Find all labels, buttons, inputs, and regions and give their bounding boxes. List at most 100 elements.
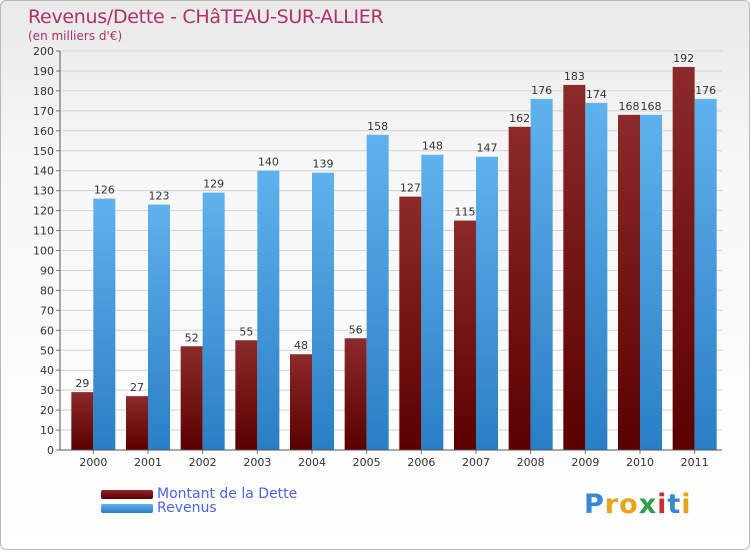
chart-title: Revenus/Dette - CHâTEAU-SUR-ALLIER xyxy=(28,6,384,28)
bar-revenus-2011 xyxy=(694,98,717,450)
x-tick-label: 2009 xyxy=(571,456,599,469)
legend-label-dette: Montant de la Dette xyxy=(157,486,298,502)
legend-swatch-revenus xyxy=(101,504,153,513)
x-tick-label: 2011 xyxy=(681,456,709,469)
bars: 29 126 27 123 52 129 55 140 48 139 56 158 127 148 115 1… xyxy=(71,52,717,451)
data-label: 27 xyxy=(130,381,144,394)
data-label: 115 xyxy=(455,206,476,219)
bar-revenus-2001 xyxy=(148,204,170,450)
y-tick-label: 0 xyxy=(47,444,54,457)
y-tick-label: 170 xyxy=(33,105,54,118)
data-label: 140 xyxy=(258,156,279,169)
bar-dette-2004 xyxy=(290,354,312,450)
bar-dette-2011 xyxy=(672,66,695,451)
bar-revenus-2006 xyxy=(421,154,444,451)
y-tick-label: 90 xyxy=(40,264,54,277)
data-label: 147 xyxy=(477,142,498,155)
y-tick-label: 100 xyxy=(33,245,54,258)
bar-dette-2001 xyxy=(126,396,148,450)
bar-dette-2010 xyxy=(618,114,640,450)
data-label: 127 xyxy=(400,182,421,195)
x-tick-label: 2002 xyxy=(189,456,217,469)
y-tick-label: 30 xyxy=(40,384,54,397)
y-tick-label: 200 xyxy=(33,45,54,58)
bar-dette-2005 xyxy=(344,338,367,450)
bar-revenus-2007 xyxy=(476,156,498,451)
y-tick-label: 60 xyxy=(40,324,54,337)
bar-revenus-2002 xyxy=(202,192,225,450)
bar-dette-2000 xyxy=(71,392,94,450)
proxiti-logo: Proxiti xyxy=(584,489,692,520)
logo-letter: r xyxy=(604,489,620,520)
legend-label-revenus: Revenus xyxy=(157,500,217,516)
bar-dette-2003 xyxy=(235,340,258,450)
logo-letter: o xyxy=(619,489,639,520)
data-label: 148 xyxy=(422,140,443,153)
data-label: 129 xyxy=(203,178,224,191)
logo-letter: i xyxy=(681,489,692,520)
y-tick-label: 140 xyxy=(33,165,54,178)
data-label: 126 xyxy=(94,184,115,197)
data-label: 29 xyxy=(75,377,89,390)
chart-subtitle: (en milliers d'€) xyxy=(28,29,123,43)
data-label: 168 xyxy=(619,100,640,113)
y-tick-label: 20 xyxy=(40,404,54,417)
bar-dette-2006 xyxy=(399,196,422,450)
x-tick-label: 2008 xyxy=(517,456,545,469)
data-label: 176 xyxy=(695,84,716,97)
bar-revenus-2005 xyxy=(366,134,389,451)
x-tick-label: 2000 xyxy=(79,456,107,469)
data-label: 168 xyxy=(641,100,662,113)
y-tick-label: 130 xyxy=(33,185,54,198)
data-label: 176 xyxy=(531,84,552,97)
bar-revenus-2009 xyxy=(585,102,608,451)
bar-revenus-2004 xyxy=(312,172,334,450)
logo-letter: i xyxy=(657,489,668,520)
y-tick-label: 150 xyxy=(33,145,54,158)
logo-letter: t xyxy=(667,489,682,520)
data-label: 123 xyxy=(149,190,170,203)
data-label: 162 xyxy=(509,112,530,125)
axes: 0 10 20 30 40 50 60 70 80 90 100 110 120 130 140 150 160… xyxy=(33,45,722,469)
data-label: 174 xyxy=(586,88,607,101)
bar-revenus-2000 xyxy=(93,198,116,450)
gridlines xyxy=(60,50,722,451)
bar-dette-2008 xyxy=(508,126,531,450)
logo-letter: P xyxy=(584,489,605,520)
y-tick-label: 110 xyxy=(33,225,54,238)
y-tick-label: 120 xyxy=(33,205,54,218)
y-tick-label: 160 xyxy=(33,125,54,138)
y-tick-label: 80 xyxy=(40,284,54,297)
y-tick-label: 190 xyxy=(33,65,54,78)
x-tick-label: 2006 xyxy=(407,456,435,469)
data-label: 55 xyxy=(239,325,253,338)
bar-dette-2009 xyxy=(563,84,586,450)
y-tick-label: 40 xyxy=(40,364,54,377)
data-label: 158 xyxy=(367,120,388,133)
legend-swatch-dette xyxy=(101,490,153,499)
x-tick-label: 2005 xyxy=(353,456,381,469)
logo-letter: x xyxy=(638,489,658,520)
y-tick-label: 70 xyxy=(40,304,54,317)
data-label: 52 xyxy=(185,331,199,344)
bar-revenus-2008 xyxy=(530,98,553,450)
y-tick-label: 180 xyxy=(33,85,54,98)
x-tick-label: 2003 xyxy=(243,456,271,469)
x-tick-label: 2001 xyxy=(134,456,162,469)
bar-revenus-2003 xyxy=(257,170,280,450)
bar-dette-2002 xyxy=(180,346,203,450)
y-tick-label: 10 xyxy=(40,424,54,437)
y-tick-label: 50 xyxy=(40,344,54,357)
data-label: 183 xyxy=(564,70,585,83)
data-label: 56 xyxy=(349,323,363,336)
x-tick-label: 2007 xyxy=(462,456,490,469)
bar-dette-2007 xyxy=(454,220,476,450)
x-tick-label: 2010 xyxy=(626,456,654,469)
x-tick-label: 2004 xyxy=(298,456,326,469)
bar-revenus-2010 xyxy=(640,114,662,450)
data-label: 48 xyxy=(294,339,308,352)
data-label: 139 xyxy=(313,158,334,171)
data-label: 192 xyxy=(673,52,694,65)
